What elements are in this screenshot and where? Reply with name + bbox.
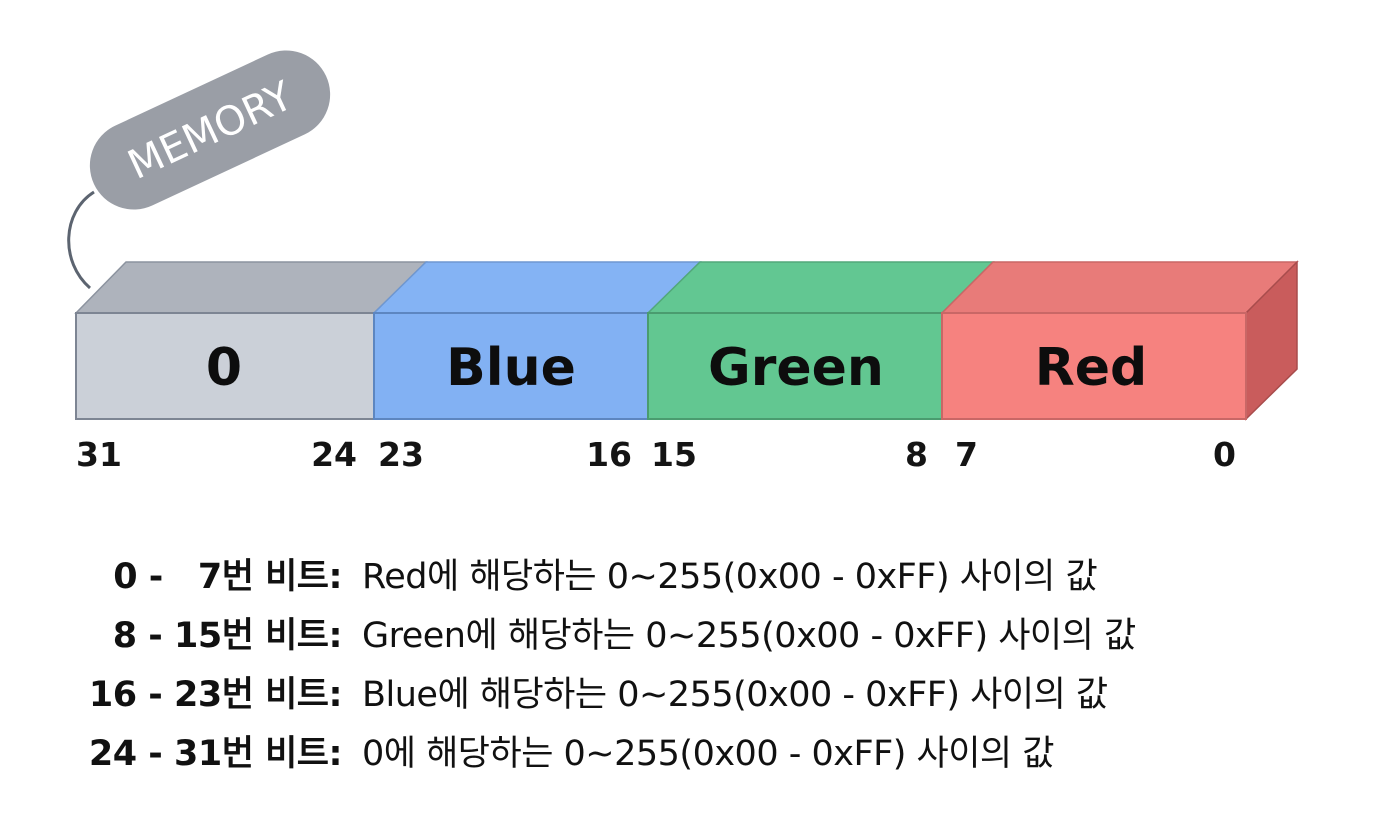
bit-0-label: 0 bbox=[1213, 435, 1236, 474]
memory-tag: MEMORY bbox=[89, 50, 331, 210]
bit-7-label: 7 bbox=[955, 435, 978, 474]
legend-key: 0 - 7번 비트: bbox=[113, 557, 342, 597]
legend-description: 0에 해당하는 0~255(0x00 - 0xFF) 사이의 값 bbox=[362, 734, 1054, 774]
memory-layout-diagram: MEMORY 0 Blue Green Red 31 24 23 16 15 8… bbox=[67, 50, 1299, 474]
segment-green-top bbox=[646, 261, 995, 314]
legend-key: 16 - 23번 비트: bbox=[88, 675, 343, 715]
legend-row-red: 0 - 7번 비트: Red에 해당하는 0~255(0x00 - 0xFF) … bbox=[0, 548, 1375, 607]
segment-blue-front bbox=[373, 312, 649, 420]
segment-green-front bbox=[647, 312, 943, 420]
bit-23-label: 23 bbox=[378, 435, 424, 474]
segment-red-front bbox=[941, 312, 1247, 420]
legend-key: 24 - 31번 비트: bbox=[88, 734, 343, 774]
segment-0-top bbox=[74, 261, 428, 314]
segment-0-label: 0 bbox=[206, 338, 242, 398]
segment-red-label: Red bbox=[1035, 338, 1148, 398]
legend-description: Green에 해당하는 0~255(0x00 - 0xFF) 사이의 값 bbox=[362, 616, 1136, 656]
bit-31-label: 31 bbox=[76, 435, 122, 474]
segment-blue-top bbox=[372, 261, 702, 314]
legend-key: 8 - 15번 비트: bbox=[112, 616, 343, 656]
tag-connector bbox=[67, 190, 95, 290]
bit-24-label: 24 bbox=[311, 435, 357, 474]
legend-description: Blue에 해당하는 0~255(0x00 - 0xFF) 사이의 값 bbox=[362, 675, 1108, 715]
legend-row-alpha: 24 - 31번 비트: 0에 해당하는 0~255(0x00 - 0xFF) … bbox=[0, 725, 1375, 784]
bit-range-legend: 0 - 7번 비트: Red에 해당하는 0~255(0x00 - 0xFF) … bbox=[0, 548, 1375, 784]
bit-16-label: 16 bbox=[586, 435, 632, 474]
legend-row-blue: 16 - 23번 비트: Blue에 해당하는 0~255(0x00 - 0xF… bbox=[0, 666, 1375, 725]
segment-red-top bbox=[940, 261, 1299, 314]
bit-15-label: 15 bbox=[651, 435, 697, 474]
segment-green-label: Green bbox=[708, 338, 884, 398]
legend-row-green: 8 - 15번 비트: Green에 해당하는 0~255(0x00 - 0xF… bbox=[0, 607, 1375, 666]
segment-blue-label: Blue bbox=[446, 338, 576, 398]
bit-8-label: 8 bbox=[905, 435, 928, 474]
legend-description: Red에 해당하는 0~255(0x00 - 0xFF) 사이의 값 bbox=[362, 557, 1098, 597]
